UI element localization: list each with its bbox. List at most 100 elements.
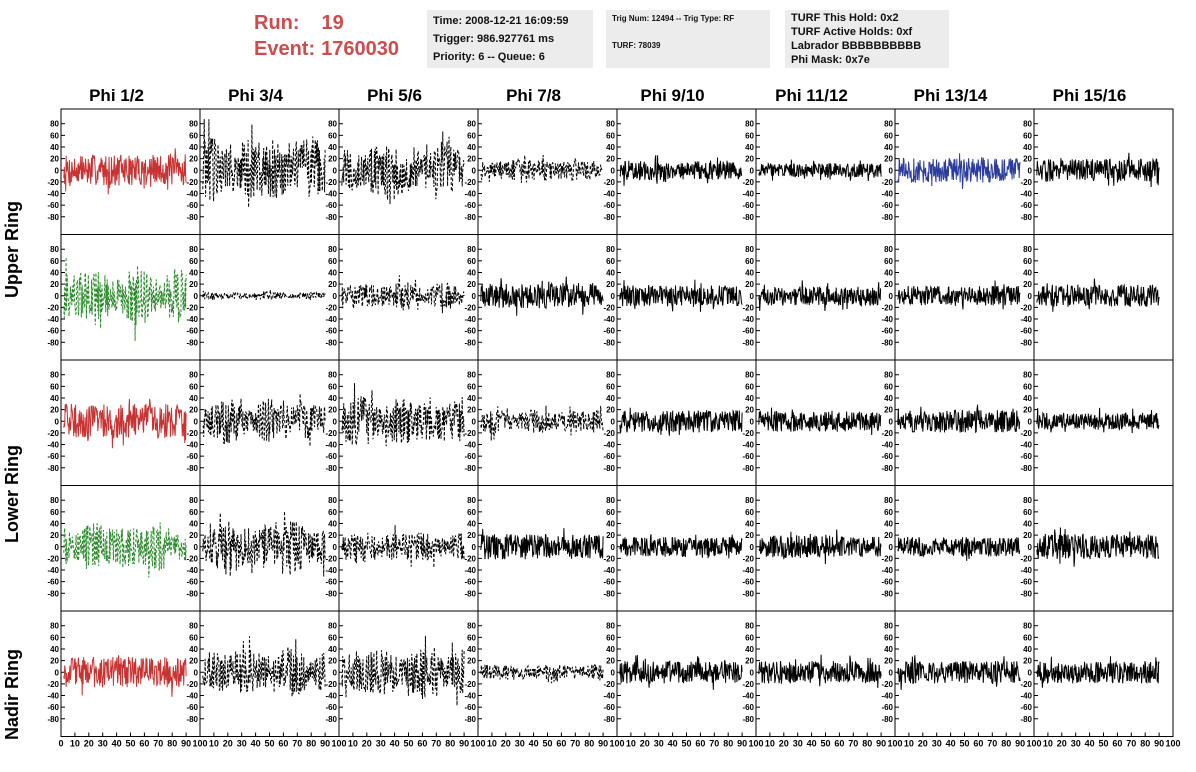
- x-tick-label: 60: [1112, 739, 1122, 749]
- y-tick-label: 60: [1023, 633, 1032, 642]
- y-tick-label: -80: [186, 589, 198, 598]
- y-tick-label: -20: [464, 178, 476, 187]
- waveform-series: [341, 525, 465, 568]
- y-tick-label: -40: [464, 566, 476, 575]
- y-tick-label: 60: [745, 508, 754, 517]
- y-tick-label: -60: [186, 327, 198, 336]
- y-tick-label: -60: [603, 578, 615, 587]
- y-tick-label: 20: [328, 280, 337, 289]
- run-value: 19: [321, 12, 344, 34]
- y-tick-label: -60: [742, 201, 754, 210]
- y-tick-label: 0: [194, 668, 199, 677]
- y-tick-label: -20: [325, 178, 337, 187]
- y-tick-label: 20: [467, 531, 476, 540]
- y-tick-label: 60: [884, 633, 893, 642]
- y-tick-label: 20: [745, 280, 754, 289]
- x-tick-label: 10: [1043, 739, 1053, 749]
- y-tick-label: -40: [464, 315, 476, 324]
- y-tick-label: -80: [186, 464, 198, 473]
- waveform-series: [480, 528, 604, 560]
- x-tick-label: 50: [1098, 739, 1108, 749]
- x-tick-label: 60: [417, 739, 427, 749]
- y-tick-label: -40: [186, 566, 198, 575]
- y-tick-label: -40: [325, 441, 337, 450]
- y-tick-label: 40: [328, 645, 337, 654]
- y-tick-label: -60: [742, 452, 754, 461]
- y-tick-label: 40: [745, 143, 754, 152]
- waveform-series: [758, 654, 882, 689]
- y-tick-label: -40: [881, 441, 893, 450]
- y-tick-label: 60: [606, 131, 615, 140]
- y-tick-label: -60: [603, 452, 615, 461]
- x-tick-label: 60: [556, 739, 566, 749]
- waveform-series: [202, 636, 326, 698]
- y-tick-label: 20: [1023, 657, 1032, 666]
- y-tick-label: -40: [47, 692, 59, 701]
- run-event-header: Run: 19 Event: 1760030: [254, 10, 399, 62]
- x-tick-label: 70: [153, 739, 163, 749]
- x-tick-label: 10: [487, 739, 497, 749]
- y-tick-label: 80: [189, 622, 198, 631]
- waveform-series: [1036, 278, 1160, 312]
- y-tick-label: 80: [884, 120, 893, 129]
- x-tick-label: 70: [431, 739, 441, 749]
- column-label-phi-9-10: Phi 9/10: [640, 86, 705, 105]
- y-tick-label: 20: [189, 406, 198, 415]
- y-tick-label: 0: [55, 543, 60, 552]
- y-tick-label: 80: [189, 245, 198, 254]
- x-tick-label: 80: [167, 739, 177, 749]
- x-tick-label: 70: [292, 739, 302, 749]
- y-tick-label: -40: [47, 441, 59, 450]
- y-tick-label: 80: [328, 496, 337, 505]
- column-label-phi-5-6: Phi 5/6: [367, 86, 422, 105]
- y-tick-label: -40: [325, 566, 337, 575]
- y-tick-label: 60: [50, 633, 59, 642]
- x-tick-label: 10: [70, 739, 80, 749]
- y-tick-label: -80: [742, 715, 754, 724]
- y-tick-label: -40: [881, 315, 893, 324]
- y-tick-label: 60: [1023, 508, 1032, 517]
- y-tick-label: -20: [603, 680, 615, 689]
- y-tick-label: -40: [186, 692, 198, 701]
- waveform-series: [202, 511, 326, 577]
- y-tick-label: 0: [750, 166, 755, 175]
- y-tick-label: 80: [328, 371, 337, 380]
- y-tick-label: 20: [1023, 155, 1032, 164]
- y-tick-label: -60: [464, 201, 476, 210]
- x-tick-label: 90: [1015, 739, 1025, 749]
- y-tick-label: 80: [50, 245, 59, 254]
- y-tick-label: -40: [881, 692, 893, 701]
- y-tick-label: -60: [47, 703, 59, 712]
- priority-text: Priority: 6 -- Queue: 6: [433, 51, 545, 63]
- waveform-series: [758, 529, 882, 565]
- y-tick-label: 20: [467, 280, 476, 289]
- y-tick-label: 80: [1023, 622, 1032, 631]
- y-tick-label: 0: [889, 417, 894, 426]
- y-tick-label: 40: [50, 519, 59, 528]
- y-tick-label: -60: [881, 578, 893, 587]
- y-tick-label: -20: [1020, 680, 1032, 689]
- y-tick-label: 40: [50, 268, 59, 277]
- y-tick-label: 20: [745, 155, 754, 164]
- x-tick-label: 80: [1140, 739, 1150, 749]
- y-tick-label: 0: [194, 166, 199, 175]
- y-tick-label: -20: [1020, 178, 1032, 187]
- y-tick-label: -80: [881, 464, 893, 473]
- y-tick-label: -20: [881, 429, 893, 438]
- y-tick-label: 80: [745, 371, 754, 380]
- x-tick-label: 90: [459, 739, 469, 749]
- x-tick-label: 90: [598, 739, 608, 749]
- turf-active-holds-text: TURF Active Holds: 0xf: [791, 26, 913, 38]
- y-tick-label: 80: [467, 245, 476, 254]
- x-tick-label: 10: [209, 739, 219, 749]
- y-tick-label: 0: [472, 292, 477, 301]
- y-tick-label: 80: [606, 371, 615, 380]
- y-tick-label: -80: [47, 589, 59, 598]
- column-label-phi-7-8: Phi 7/8: [506, 86, 561, 105]
- y-tick-label: -40: [1020, 190, 1032, 199]
- y-tick-label: 20: [467, 657, 476, 666]
- y-tick-label: -60: [1020, 578, 1032, 587]
- y-tick-label: 80: [328, 622, 337, 631]
- x-tick-label: 20: [223, 739, 233, 749]
- x-tick-label: 90: [1154, 739, 1164, 749]
